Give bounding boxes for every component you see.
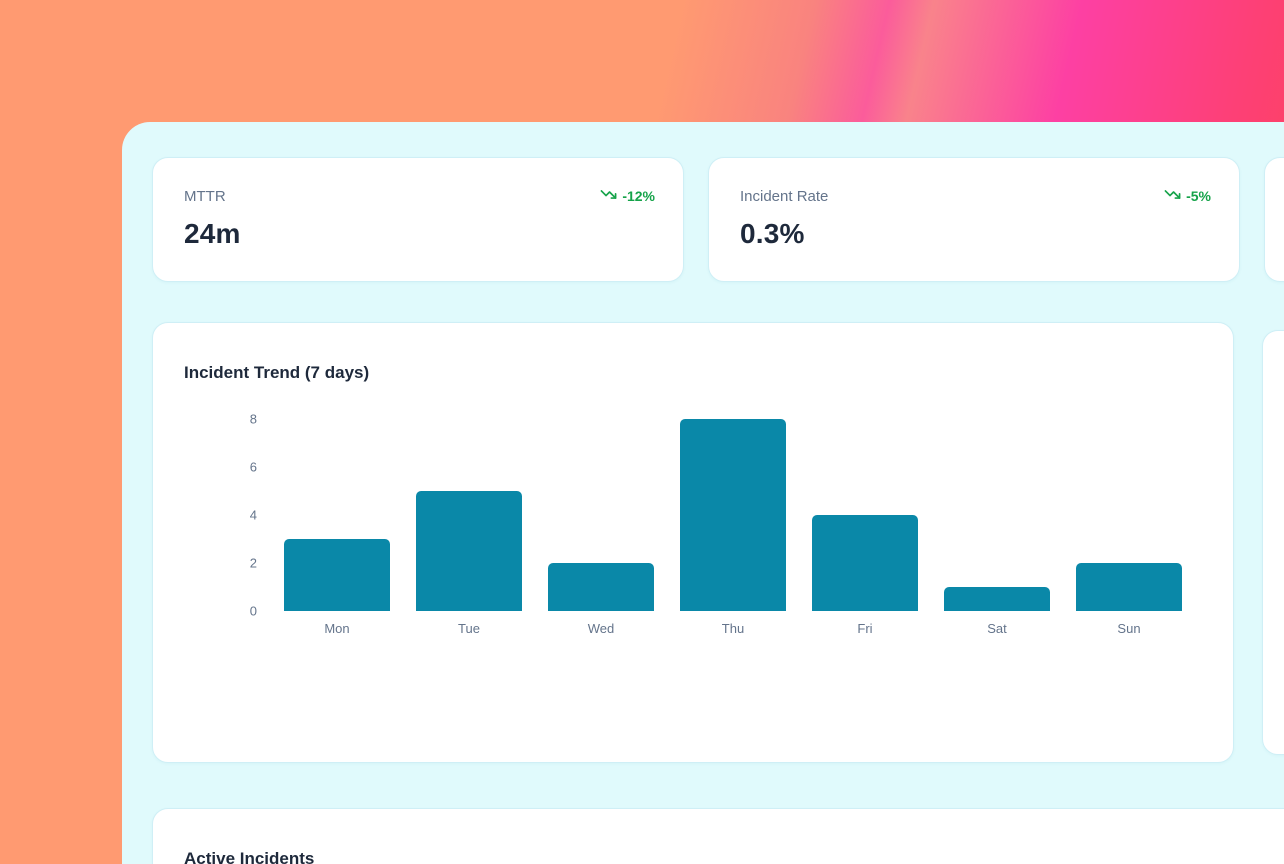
stat-value: 24m xyxy=(184,218,241,249)
stat-card-mttr: MTTR -12% 24m xyxy=(152,157,684,282)
stat-value: 0.3% xyxy=(740,218,805,249)
side-card-partial xyxy=(1262,330,1284,755)
x-axis-tick-label: Sat xyxy=(987,621,1007,636)
chart-title: Incident Trend (7 days) xyxy=(184,363,370,382)
stat-card-partial xyxy=(1264,157,1284,282)
y-axis-tick-label: 2 xyxy=(249,555,257,571)
incident-trend-chart-card: Incident Trend (7 days) 0 2 4 6 8 Mon Tue Wed Th… xyxy=(152,322,1234,763)
x-axis-tick-label: Thu xyxy=(721,621,745,636)
y-axis-tick-label: 6 xyxy=(249,459,257,475)
bar-sat xyxy=(944,587,1050,611)
x-axis-tick-label: Sun xyxy=(1117,621,1141,636)
bar-chart: 0 2 4 6 8 Mon Tue Wed Thu Fri Sat Sun xyxy=(153,323,1233,762)
x-axis-tick-label: Tue xyxy=(458,621,480,636)
trend-badge: -5% xyxy=(1164,186,1211,206)
bar-tue xyxy=(416,491,522,611)
bar-thu xyxy=(680,419,786,611)
x-axis-tick-label: Mon xyxy=(324,621,350,636)
x-axis-tick-label: Wed xyxy=(587,621,615,636)
bar-fri xyxy=(812,515,918,611)
bar-mon xyxy=(284,539,390,611)
stat-label: Incident Rate xyxy=(740,187,829,205)
y-axis-tick-label: 4 xyxy=(249,507,257,523)
stat-label: MTTR xyxy=(184,187,226,205)
stat-card-header: MTTR -12% xyxy=(184,186,655,206)
stat-card-incident-rate: Incident Rate -5% 0.3% xyxy=(708,157,1240,282)
trending-down-icon xyxy=(600,186,617,206)
bar-sun xyxy=(1076,563,1182,611)
stat-card-header: Incident Rate -5% xyxy=(740,186,1211,206)
trend-value: -5% xyxy=(1186,188,1211,204)
trend-value: -12% xyxy=(622,188,655,204)
trend-badge: -12% xyxy=(600,186,655,206)
y-axis-tick-label: 0 xyxy=(249,603,257,619)
x-axis-tick-label: Fri xyxy=(857,621,873,636)
active-incidents-card: Active Incidents xyxy=(152,808,1284,864)
y-axis-tick-label: 8 xyxy=(249,411,257,427)
section-title: Active Incidents xyxy=(184,849,315,864)
trending-down-icon xyxy=(1164,186,1181,206)
bar-wed xyxy=(548,563,654,611)
